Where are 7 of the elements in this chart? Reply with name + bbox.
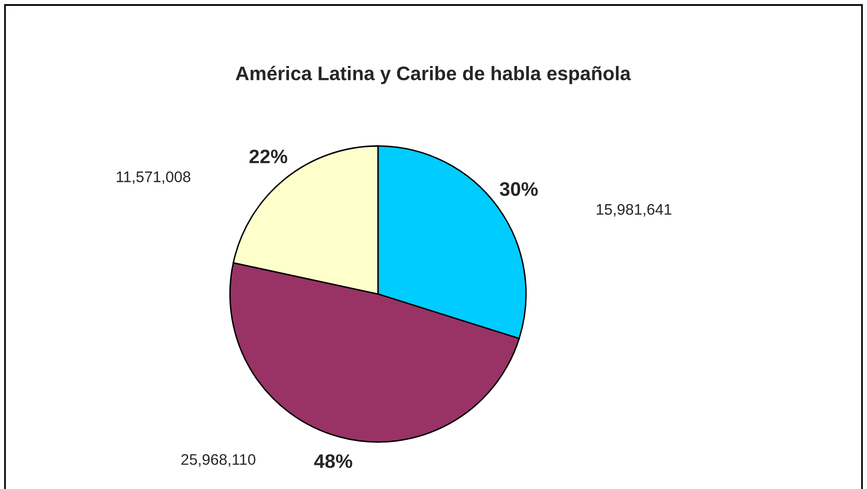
data-label: 15,981,641 (596, 204, 672, 217)
chart-title: América Latina y Caribe de habla española (236, 66, 631, 84)
data-label: 25,968,110 (181, 454, 256, 467)
text: 22% (250, 150, 288, 164)
text: 30% (500, 182, 538, 196)
data-label: 11,571,008 (116, 171, 190, 184)
text: 48% (314, 454, 352, 468)
